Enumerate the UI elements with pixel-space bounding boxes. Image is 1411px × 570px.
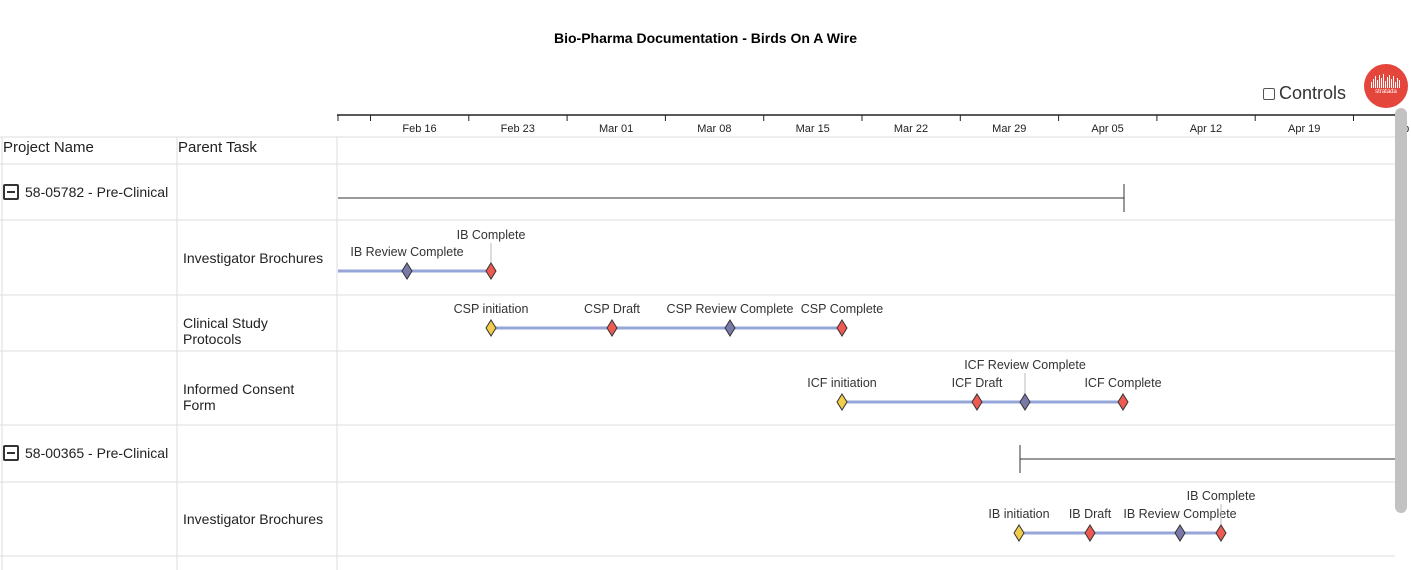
milestone-label: IB Review Complete (1123, 507, 1236, 521)
milestone-diamond-icon[interactable] (724, 319, 736, 337)
milestone-label: ICF Review Complete (964, 358, 1086, 372)
milestone-label: IB Review Complete (350, 245, 463, 259)
milestone-diamond-icon[interactable] (606, 319, 618, 337)
tick-label: Apr 12 (1190, 123, 1222, 135)
timeline-ticks (337, 115, 1354, 121)
milestone-diamond-icon[interactable] (1174, 524, 1186, 542)
tick-label: Feb 16 (402, 123, 436, 135)
tick-label: Apr 19 (1288, 123, 1320, 135)
milestone-diamond-icon[interactable] (836, 393, 848, 411)
milestone-diamond-icon[interactable] (1013, 524, 1025, 542)
project-summary-bar (338, 184, 1125, 212)
stratada-logo: stratada (1364, 64, 1408, 108)
milestone-diamond-icon[interactable] (401, 262, 413, 280)
milestone-diamond-icon[interactable] (971, 393, 983, 411)
project-name: 58-05782 - Pre-Clinical (25, 184, 169, 200)
tick-label: Mar 15 (796, 123, 830, 135)
milestone-label: CSP initiation (454, 302, 529, 316)
milestone-diamond-icon[interactable] (485, 262, 497, 280)
task-label: Informed Consent Form (183, 381, 295, 413)
tick-label: Feb 23 (501, 123, 535, 135)
logo-bars-icon (1371, 74, 1401, 88)
milestones: IB Review Complete IB Complete CSP initiat… (350, 228, 1256, 542)
column-header-project: Project Name (3, 139, 94, 156)
milestone-diamond-icon[interactable] (1019, 393, 1031, 411)
milestone-label: CSP Draft (584, 302, 641, 316)
milestone-label: ICF Complete (1084, 376, 1161, 390)
controls-label: Controls (1279, 83, 1347, 103)
project-name: 58-00365 - Pre-Clinical (25, 445, 169, 461)
task-label: Investigator Brochures (183, 511, 324, 527)
milestone-label: ICF initiation (807, 376, 877, 390)
milestone-diamond-icon[interactable] (1084, 524, 1096, 542)
milestone-label: IB Draft (1069, 507, 1112, 521)
milestone-label: CSP Complete (801, 302, 883, 316)
tick-label: Mar 22 (894, 123, 928, 135)
milestone-diamond-icon[interactable] (836, 319, 848, 337)
project-row: 58-00365 - Pre-Clinical (3, 445, 168, 461)
controls-checkbox[interactable] (1263, 87, 1275, 100)
milestone-diamond-icon[interactable] (1117, 393, 1129, 411)
tick-label: Mar 01 (599, 123, 633, 135)
milestone-diamond-icon[interactable] (1215, 524, 1227, 542)
task-label: Clinical Study Protocols (183, 315, 268, 347)
task-label: Investigator Brochures (183, 250, 324, 266)
project-summary-bar (1019, 445, 1395, 473)
tick-label: Mar 08 (697, 123, 731, 135)
column-header-parent-task: Parent Task (178, 139, 257, 156)
milestone-diamond-icon[interactable] (485, 319, 497, 337)
milestone-label: ICF Draft (952, 376, 1003, 390)
milestone-label: IB Complete (1187, 489, 1256, 503)
tick-label: Apr 05 (1091, 123, 1123, 135)
milestone-label: CSP Review Complete (667, 302, 794, 316)
controls-toggle[interactable]: Controls (1263, 83, 1346, 104)
tick-label: Mar 29 (992, 123, 1026, 135)
timeline-tick-labels: Feb 16 Feb 23 Mar 01 Mar 08 Mar 15 Mar 22 Mar … (402, 123, 1409, 135)
vertical-scrollbar[interactable] (1395, 108, 1407, 513)
milestone-label: IB Complete (457, 228, 526, 242)
chart-title: Bio-Pharma Documentation - Birds On A Wi… (554, 30, 857, 46)
logo-text: stratada (1375, 89, 1397, 95)
milestone-label: IB initiation (988, 507, 1049, 521)
collapse-icon[interactable] (3, 445, 19, 461)
project-row: 58-05782 - Pre-Clinical (3, 184, 168, 200)
collapse-icon[interactable] (3, 184, 19, 200)
